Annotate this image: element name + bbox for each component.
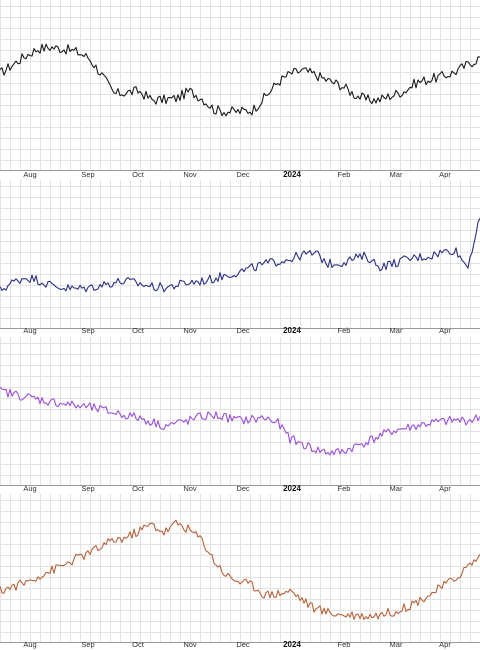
x-tick-label: Nov xyxy=(183,484,197,493)
x-tick-label: 2024 xyxy=(283,484,301,493)
x-tick-label: Aug xyxy=(23,484,36,493)
grid xyxy=(0,494,480,642)
series-line-4 xyxy=(0,519,480,621)
x-tick-label: Oct xyxy=(132,484,145,493)
x-tick-label: Aug xyxy=(23,640,36,649)
grid xyxy=(0,0,480,170)
x-tick-label: Sep xyxy=(81,484,94,493)
x-tick-label: Mar xyxy=(390,484,403,493)
x-tick-label: Dec xyxy=(236,326,250,335)
x-tick-label: Sep xyxy=(81,170,94,179)
x-tick-label: Dec xyxy=(236,170,250,179)
x-tick-label: Oct xyxy=(132,170,145,179)
series-line-2 xyxy=(0,217,480,293)
x-tick-label: 2024 xyxy=(283,326,301,335)
x-tick-label: Apr xyxy=(439,326,451,335)
x-tick-label: Aug xyxy=(23,326,36,335)
chart-panel-3: Aug Sep Oct Nov Dec 2024 Feb Mar Apr xyxy=(0,337,480,493)
x-tick-label: Feb xyxy=(338,170,351,179)
x-tick-label: Feb xyxy=(338,640,351,649)
x-tick-label: Apr xyxy=(439,484,451,493)
x-tick-label: Oct xyxy=(132,640,145,649)
x-tick-label: Mar xyxy=(390,170,403,179)
x-tick-label: 2024 xyxy=(283,170,301,179)
x-tick-label: Dec xyxy=(236,640,250,649)
x-tick-label: Apr xyxy=(439,640,451,649)
x-tick-label: Sep xyxy=(81,326,94,335)
chart-panel-1: Aug Sep Oct Nov Dec 2024 Feb Mar Apr xyxy=(0,0,480,179)
x-tick-label: Nov xyxy=(183,326,197,335)
chart-panel-2: Aug Sep Oct Nov Dec 2024 Feb Mar Apr xyxy=(0,180,480,335)
series-line-3 xyxy=(0,386,480,456)
x-tick-label: Aug xyxy=(23,170,36,179)
x-tick-label: Mar xyxy=(390,640,403,649)
series-line-1 xyxy=(0,43,480,117)
chart-panel-4: Aug Sep Oct Nov Dec 2024 Feb Mar Apr xyxy=(0,494,480,649)
x-tick-label: 2024 xyxy=(283,640,301,649)
x-tick-label: Sep xyxy=(81,640,94,649)
x-tick-label: Feb xyxy=(338,326,351,335)
x-tick-label: Feb xyxy=(338,484,351,493)
x-tick-label: Oct xyxy=(132,326,145,335)
x-tick-label: Nov xyxy=(183,640,197,649)
x-tick-label: Mar xyxy=(390,326,403,335)
grid xyxy=(0,180,480,328)
x-tick-label: Apr xyxy=(439,170,451,179)
x-tick-label: Dec xyxy=(236,484,250,493)
x-tick-label: Nov xyxy=(183,170,197,179)
grid xyxy=(0,337,480,485)
